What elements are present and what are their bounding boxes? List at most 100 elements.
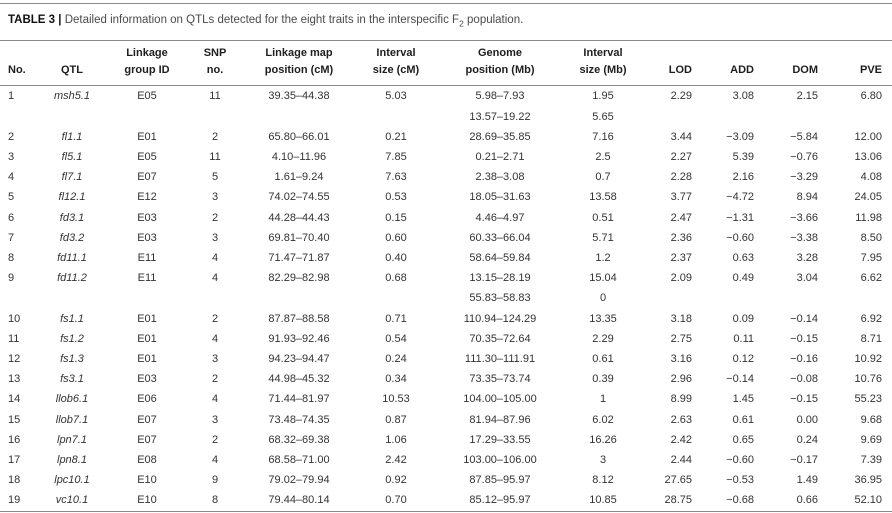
- cell-no: 13: [8, 373, 21, 386]
- cell-no: 6: [8, 211, 15, 224]
- cell-qtl: lpn7.1: [57, 433, 87, 446]
- cell-interval-size-mb: 1.95: [592, 90, 614, 103]
- caption-subscript: 2: [459, 18, 464, 29]
- cell-add: −1.31: [726, 211, 754, 224]
- cell-dom: −0.76: [790, 150, 818, 163]
- cell-pve: 7.95: [860, 251, 882, 264]
- cell-qtl: [36, 107, 108, 127]
- caption-text-end: population.: [463, 14, 524, 26]
- table-header-row: No. QTL Linkage group ID SNP no. Linkage map po…: [0, 41, 892, 86]
- cell-snp-no: 3: [211, 413, 219, 426]
- column-header-no: No.: [8, 64, 26, 77]
- cell-pve: 10.76: [854, 373, 882, 386]
- cell-interval-size-cm: 7.63: [385, 171, 407, 184]
- cell-dom: 0.66: [796, 494, 818, 507]
- cell-add: −0.53: [726, 474, 754, 487]
- cell-linkage-map-position: 44.98–45.32: [268, 373, 330, 386]
- caption-text: Detailed information on QTLs detected fo…: [64, 14, 524, 29]
- cell-snp-no: [186, 288, 244, 308]
- table-row: 3 fl5.1 E05 11 4.10–11.96 7.85 0.21–2.71 2.5 2.2…: [0, 147, 892, 167]
- cell-dom: −0.15: [790, 393, 818, 406]
- cell-genome-position: 87.85–95.97: [469, 474, 531, 487]
- cell-add: 0.63: [732, 251, 754, 264]
- cell-qtl: fs1.1: [60, 312, 84, 325]
- cell-interval-size-cm: 7.85: [385, 150, 407, 163]
- cell-linkage-map-position: 4.10–11.96: [271, 150, 327, 163]
- cell-genome-position: 18.05–31.63: [469, 191, 531, 204]
- table-row: 13 fs3.1 E03 2 44.98–45.32 0.34 73.35–73.74 0.3…: [0, 369, 892, 389]
- table-row: 12 fs1.3 E01 3 94.23–94.47 0.24 111.30–111.91 0…: [0, 349, 892, 369]
- cell-genome-position: 81.94–87.96: [469, 413, 531, 426]
- cell-interval-size-mb: 0.51: [592, 211, 614, 224]
- cell-lod: 3.44: [670, 130, 692, 143]
- cell-dom: −3.38: [790, 231, 818, 244]
- cell-add: 0.65: [732, 433, 754, 446]
- cell-pve: 55.23: [854, 393, 882, 406]
- cell-qtl: fs1.3: [60, 352, 84, 365]
- cell-interval-size-cm: 0.87: [385, 413, 407, 426]
- cell-add: 0.12: [732, 352, 754, 365]
- cell-interval-size-mb: 6.02: [592, 413, 614, 426]
- cell-interval-size-mb: 1.2: [595, 251, 611, 264]
- cell-snp-no: 8: [211, 494, 219, 507]
- cell-snp-no: 4: [211, 251, 219, 264]
- cell-genome-position: 58.64–59.84: [469, 251, 531, 264]
- cell-add: 0.61: [732, 413, 754, 426]
- cell-no: [0, 288, 36, 308]
- cell-linkage-map-position: 68.32–69.38: [268, 433, 330, 446]
- cell-interval-size-cm: 0.40: [385, 251, 407, 264]
- cell-no: 17: [8, 453, 21, 466]
- cell-interval-size-cm: 0.70: [385, 494, 407, 507]
- cell-interval-size-cm: 10.53: [382, 393, 410, 406]
- cell-no: [0, 107, 36, 127]
- cell-linkage-group-id: E05: [137, 90, 157, 103]
- table-row: 15 llob7.1 E07 3 73.48–74.35 0.87 81.94–87.96 6…: [0, 410, 892, 430]
- cell-linkage-group-id: E07: [137, 433, 157, 446]
- cell-interval-size-cm: 0.24: [385, 352, 407, 365]
- cell-lod: 2.09: [670, 272, 692, 285]
- cell-interval-size-mb: 13.58: [589, 191, 617, 204]
- cell-qtl: fd3.1: [59, 211, 85, 224]
- column-header-dom: DOM: [792, 64, 818, 77]
- cell-linkage-map-position: 71.47–71.87: [268, 251, 330, 264]
- table-label: TABLE 3 |: [8, 14, 62, 26]
- cell-linkage-map-position: 74.02–74.55: [268, 191, 330, 204]
- cell-pve: 13.06: [854, 150, 882, 163]
- table-row: 8 fd11.1 E11 4 71.47–71.87 0.40 58.64–59.84 1.2…: [0, 248, 892, 268]
- cell-linkage-group-id: E03: [137, 231, 157, 244]
- column-header-linkage-map-position: Linkage map position (cM): [264, 47, 334, 77]
- cell-snp-no: 2: [211, 312, 219, 325]
- cell-genome-position: 0.21–2.71: [475, 150, 525, 163]
- cell-dom: [764, 288, 828, 308]
- cell-qtl: lpc10.1: [54, 474, 90, 487]
- cell-qtl: fd11.1: [57, 251, 87, 264]
- cell-snp-no: 4: [211, 393, 219, 406]
- cell-lod: 3.16: [670, 352, 692, 365]
- cell-lod: 2.29: [670, 90, 692, 103]
- cell-pve: 7.39: [860, 453, 882, 466]
- cell-add: 5.39: [732, 150, 754, 163]
- cell-genome-position: 85.12–95.97: [469, 494, 531, 507]
- cell-lod: 2.47: [670, 211, 692, 224]
- cell-interval-size-cm: [354, 107, 438, 127]
- cell-linkage-map-position: 94.23–94.47: [268, 352, 330, 365]
- cell-no: 1: [8, 90, 15, 103]
- table-row: 55.83–58.83 0: [0, 288, 892, 308]
- cell-dom: 0.00: [796, 413, 818, 426]
- cell-lod: 2.96: [670, 373, 692, 386]
- cell-pve: [828, 288, 892, 308]
- cell-snp-no: 2: [211, 373, 219, 386]
- cell-linkage-group-id: [108, 288, 186, 308]
- cell-genome-position: 13.15–28.19: [469, 272, 531, 285]
- column-header-lod: LOD: [668, 64, 692, 77]
- cell-add: [702, 288, 764, 308]
- cell-qtl: lpn8.1: [57, 453, 87, 466]
- cell-qtl: vc10.1: [55, 494, 89, 507]
- table-header: No. QTL Linkage group ID SNP no. Linkage map po…: [0, 41, 892, 86]
- cell-no: 2: [8, 130, 15, 143]
- cell-add: 3.08: [732, 90, 754, 103]
- cell-genome-position: 103.00–106.00: [463, 453, 537, 466]
- cell-lod: 2.37: [670, 251, 692, 264]
- caption-text-start: Detailed information on QTLs detected fo…: [64, 14, 460, 26]
- cell-interval-size-cm: [354, 288, 438, 308]
